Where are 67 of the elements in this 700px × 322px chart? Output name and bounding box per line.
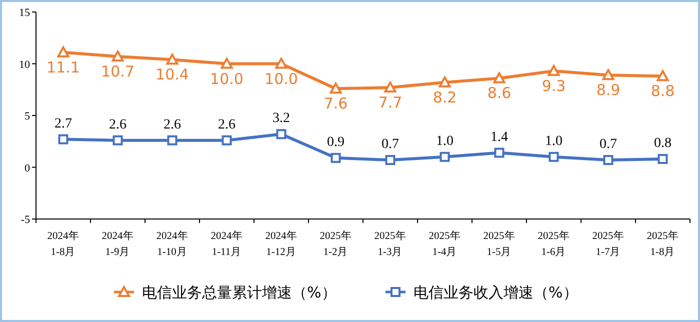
data-label: 1.0 (436, 134, 454, 149)
point (658, 154, 668, 164)
point (330, 152, 341, 163)
point (330, 82, 342, 94)
x-tick-label: 2025年 1-2月 (320, 230, 352, 258)
legend-label: 电信业务收入增速（%） (414, 284, 578, 302)
point (656, 70, 669, 82)
data-label: 10.7 (101, 62, 134, 81)
data-label: 0.8 (654, 136, 672, 151)
y-tick-label: 15 (19, 7, 30, 19)
point (276, 129, 286, 140)
point (112, 50, 124, 62)
data-label: 8.2 (432, 88, 457, 106)
data-label: 11.1 (46, 58, 80, 76)
data-label: 10.0 (210, 70, 244, 88)
point (548, 152, 559, 162)
legend-label: 电信业务总量累计增速（%） (142, 284, 336, 302)
data-label: 8.6 (487, 84, 512, 102)
point (384, 82, 396, 93)
x-tick-label: 2025年 1-3月 (374, 230, 406, 258)
point (112, 135, 123, 146)
data-label: 7.6 (324, 94, 348, 113)
point (385, 155, 396, 166)
data-label: 2.6 (218, 117, 236, 132)
point (166, 54, 178, 65)
x-tick-label: 2024年 1-9月 (102, 230, 134, 258)
x-tick-label: 2024年 1-12月 (265, 230, 298, 258)
data-label: 0.9 (327, 134, 344, 150)
y-tick-label: 5 (24, 110, 30, 122)
data-label: 2.6 (164, 117, 181, 132)
x-tick-label: 2025年 1-8月 (646, 230, 679, 258)
data-label: 10.0 (264, 70, 298, 88)
data-label: 8.8 (650, 82, 675, 100)
x-tick-label: 2024年 1-10月 (156, 230, 188, 258)
point (494, 148, 504, 158)
point (493, 72, 506, 84)
point (548, 64, 560, 76)
point (602, 69, 614, 80)
x-tick-label: 2025年 1-5月 (483, 230, 516, 258)
point (57, 46, 70, 58)
point (440, 152, 450, 162)
point (275, 58, 288, 69)
x-tick-label: 2025年 1-6月 (538, 230, 570, 258)
point (603, 155, 614, 166)
data-label: 9.3 (542, 76, 566, 95)
data-label: 7.7 (378, 94, 402, 112)
x-tick-label: 2024年 1-11月 (210, 230, 243, 258)
x-tick-label: 2025年 1-4月 (428, 230, 461, 258)
data-label: 8.9 (596, 81, 620, 100)
point (167, 135, 178, 146)
data-label: 10.4 (156, 66, 189, 84)
point (58, 134, 68, 144)
point (220, 58, 233, 69)
data-label: 1.0 (545, 134, 562, 149)
point (438, 76, 451, 88)
data-label: 2.6 (109, 117, 126, 132)
y-tick-label: 10 (19, 58, 30, 71)
data-label: 3.2 (272, 111, 290, 126)
data-label: 1.4 (490, 130, 508, 145)
data-label: 2.7 (54, 116, 72, 132)
point (222, 135, 232, 146)
y-tick-label: -5 (20, 214, 30, 226)
x-tick-label: 2025年 1-7月 (592, 230, 624, 258)
data-label: 0.7 (600, 137, 617, 152)
x-tick-label: 2024年 1-8月 (47, 230, 80, 258)
y-tick-label: 0 (24, 162, 30, 174)
data-label: 0.7 (382, 137, 399, 152)
